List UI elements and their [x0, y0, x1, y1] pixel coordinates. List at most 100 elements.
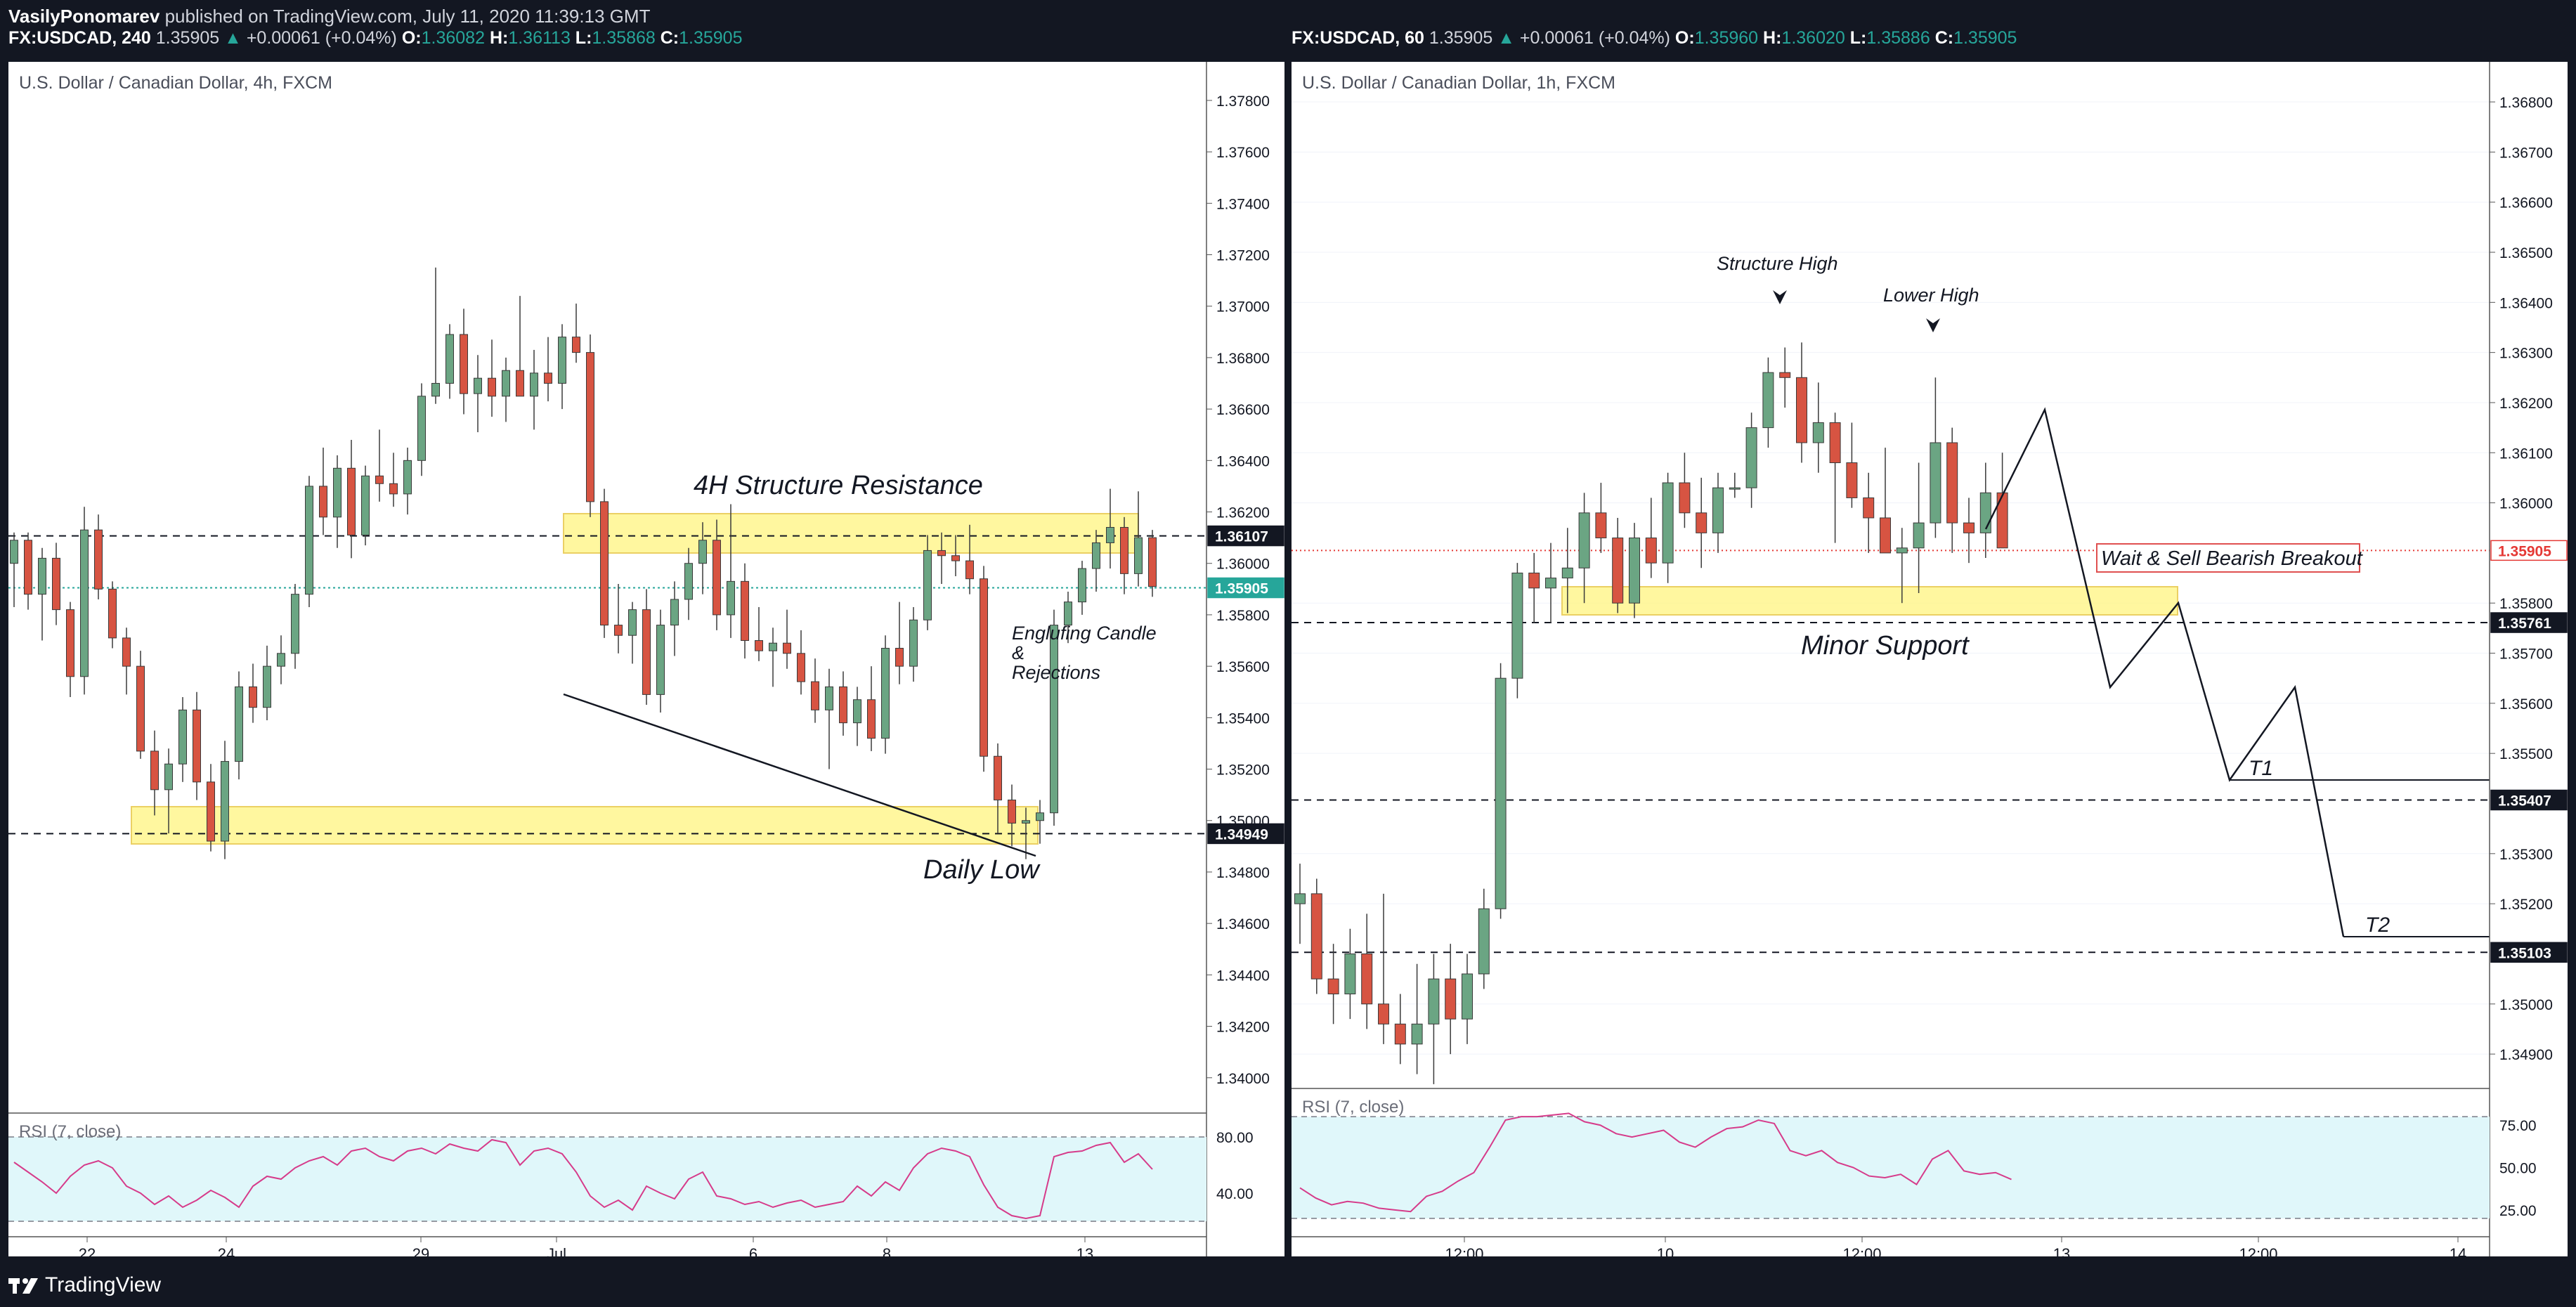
- candle[interactable]: [122, 637, 131, 667]
- candle[interactable]: [403, 460, 412, 495]
- candle[interactable]: [460, 334, 468, 394]
- candle[interactable]: [1022, 820, 1030, 824]
- candle[interactable]: [1327, 978, 1339, 994]
- candle[interactable]: [1729, 487, 1741, 490]
- candle[interactable]: [516, 370, 524, 397]
- candle[interactable]: [1008, 799, 1016, 824]
- candle[interactable]: [1913, 522, 1925, 549]
- candle[interactable]: [1134, 537, 1143, 574]
- candle[interactable]: [1696, 512, 1707, 533]
- candle[interactable]: [881, 648, 890, 739]
- candle[interactable]: [417, 396, 426, 461]
- candle[interactable]: [445, 334, 454, 384]
- candle[interactable]: [1495, 677, 1507, 909]
- candle[interactable]: [1462, 973, 1473, 1020]
- candle[interactable]: [1344, 953, 1356, 994]
- tradingview-footer[interactable]: TradingView: [8, 1273, 161, 1297]
- resistance-zone[interactable]: [563, 513, 1139, 554]
- candle[interactable]: [741, 580, 749, 642]
- candle[interactable]: [347, 467, 356, 535]
- candle[interactable]: [1036, 812, 1044, 821]
- right-chart-panel[interactable]: U.S. Dollar / Canadian Dollar, 1h, FXCM …: [1292, 62, 2568, 1263]
- minor-support-zone[interactable]: [1561, 586, 2178, 616]
- candle[interactable]: [853, 699, 861, 724]
- wait-sell-box[interactable]: [2096, 543, 2360, 573]
- candle[interactable]: [221, 761, 229, 842]
- candle[interactable]: [1394, 1023, 1406, 1045]
- candle[interactable]: [642, 609, 651, 695]
- candle[interactable]: [263, 665, 271, 708]
- candle[interactable]: [909, 619, 918, 667]
- candle[interactable]: [38, 557, 46, 595]
- candle[interactable]: [1662, 482, 1674, 564]
- candle[interactable]: [1863, 497, 1875, 519]
- candle[interactable]: [530, 372, 538, 397]
- candle[interactable]: [1106, 526, 1114, 543]
- candle[interactable]: [1979, 492, 1991, 533]
- candle[interactable]: [1595, 512, 1607, 539]
- candle[interactable]: [1712, 487, 1724, 533]
- candle[interactable]: [207, 781, 215, 842]
- candle[interactable]: [502, 370, 510, 397]
- candle[interactable]: [164, 763, 173, 791]
- candle[interactable]: [951, 555, 960, 561]
- candle[interactable]: [1946, 442, 1958, 524]
- candle[interactable]: [1561, 567, 1573, 579]
- candle[interactable]: [319, 486, 327, 518]
- candle[interactable]: [1645, 538, 1657, 564]
- candle[interactable]: [10, 540, 18, 564]
- candle[interactable]: [178, 709, 187, 765]
- candle[interactable]: [94, 529, 103, 590]
- candle[interactable]: [136, 665, 145, 752]
- candle[interactable]: [361, 475, 370, 535]
- descending-trendline[interactable]: [563, 693, 1036, 857]
- candle[interactable]: [1148, 537, 1157, 587]
- candle[interactable]: [80, 529, 89, 677]
- candle[interactable]: [1064, 602, 1072, 626]
- candle[interactable]: [656, 625, 665, 695]
- candle[interactable]: [839, 686, 847, 724]
- candle[interactable]: [600, 501, 609, 626]
- candle[interactable]: [24, 540, 32, 595]
- candle[interactable]: [1478, 908, 1490, 975]
- candle[interactable]: [628, 609, 637, 636]
- candle[interactable]: [66, 609, 74, 677]
- left-chart-svg[interactable]: U.S. Dollar / Canadian Dollar, 4h, FXCM …: [8, 62, 1284, 1263]
- candle[interactable]: [1511, 572, 1523, 679]
- candle[interactable]: [670, 599, 679, 626]
- candle[interactable]: [291, 594, 299, 654]
- candle[interactable]: [389, 483, 398, 495]
- candle[interactable]: [544, 372, 552, 384]
- candle[interactable]: [698, 540, 707, 564]
- candle[interactable]: [1528, 572, 1540, 589]
- candle[interactable]: [333, 467, 341, 518]
- candle[interactable]: [937, 550, 946, 557]
- publisher-name[interactable]: VasilyPonomarev: [8, 6, 160, 27]
- candle[interactable]: [1796, 377, 1807, 443]
- candle[interactable]: [713, 540, 721, 616]
- candle[interactable]: [895, 648, 904, 667]
- candle[interactable]: [867, 699, 876, 739]
- candle[interactable]: [235, 686, 243, 762]
- candle[interactable]: [994, 755, 1002, 800]
- rsi-line[interactable]: [1299, 1112, 2012, 1213]
- candle[interactable]: [1629, 538, 1640, 604]
- candle[interactable]: [193, 709, 201, 783]
- candle[interactable]: [1578, 512, 1590, 568]
- candle[interactable]: [431, 383, 440, 397]
- candle[interactable]: [1846, 462, 1858, 498]
- candle[interactable]: [277, 653, 285, 667]
- candle[interactable]: [980, 578, 988, 757]
- candle[interactable]: [727, 580, 735, 616]
- candle[interactable]: [1812, 422, 1824, 443]
- candle[interactable]: [1829, 422, 1841, 464]
- candle[interactable]: [52, 557, 60, 611]
- daily-low-zone[interactable]: [131, 806, 1039, 845]
- candle[interactable]: [1361, 953, 1373, 1005]
- candle[interactable]: [1120, 526, 1128, 574]
- candle[interactable]: [614, 625, 623, 636]
- candle[interactable]: [1612, 538, 1624, 604]
- candle[interactable]: [150, 750, 159, 791]
- candle[interactable]: [1896, 547, 1908, 554]
- candle[interactable]: [1779, 372, 1791, 378]
